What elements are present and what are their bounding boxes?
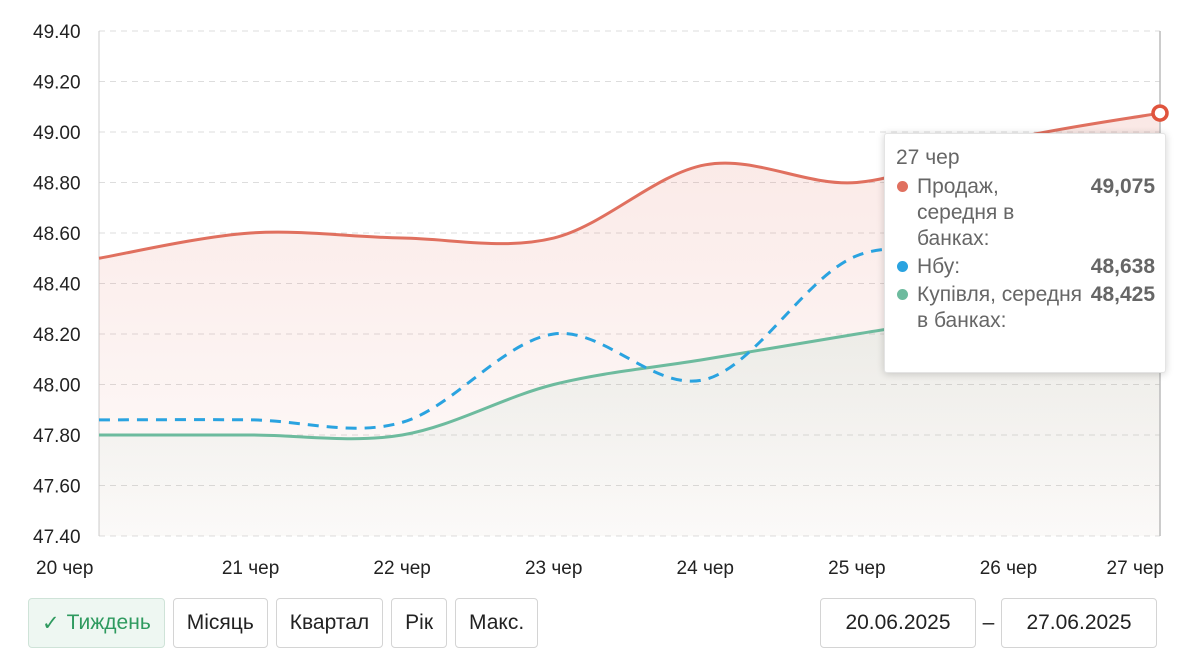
x-axis: 20 чер 21 чер 22 чер 23 чер 24 чер 25 чер 26 ч… [36,558,1164,579]
y-tick-label: 48.60 [33,224,81,245]
max-button[interactable]: Макс. [455,598,539,648]
x-tick-label: 20 чер [36,558,93,579]
y-tick-label: 49.40 [33,22,81,43]
x-tick-label: 21 чер [222,558,279,579]
check-icon: ✓ [42,611,60,635]
tooltip-row-nbu: Нбу: 48,638 [896,254,1155,280]
x-tick-label: 27 чер [1107,558,1164,579]
buy-dot-icon [897,289,908,300]
nbu-dot-icon [897,261,908,272]
quarter-button[interactable]: Квартал [275,598,384,648]
tooltip-row-label: Продаж, середня в банках: [917,175,1015,250]
sell-dot-icon [897,181,908,192]
tooltip-row-sell: Продаж, середня в банках: 49,075 [896,174,1155,252]
y-axis: 49.40 49.20 49.00 48.80 48.60 48.40 48.20 48.00… [33,22,100,548]
tooltip-row-value: 48,638 [1090,255,1155,278]
tooltip-date: 27 чер [896,146,960,169]
y-tick-label: 47.80 [33,426,81,447]
year-button[interactable]: Рік [391,598,448,648]
chart-tooltip: 27 чер Продаж, середня в банках: 49,075 … [884,133,1166,373]
y-tick-label: 49.00 [33,123,81,144]
y-tick-label: 49.20 [33,73,81,94]
tooltip-row-value: 48,425 [1090,283,1155,306]
date-to-field[interactable]: 27.06.2025 [1001,598,1157,648]
tooltip-row-buy: Купівля, середня в банках: 48,425 [896,282,1155,334]
week-button[interactable]: ✓ Тиждень [28,598,165,648]
tooltip-row-label: Купівля, середня в банках: [917,283,1083,332]
y-tick-label: 47.40 [33,527,81,548]
y-tick-label: 48.20 [33,325,81,346]
x-tick-label: 25 чер [828,558,885,579]
date-from-field[interactable]: 20.06.2025 [820,598,976,648]
date-range: 20.06.2025 – 27.06.2025 [820,598,1157,648]
week-button-label: Тиждень [66,611,151,634]
tooltip-row-label: Нбу: [917,255,961,278]
x-tick-label: 26 чер [980,558,1037,579]
date-range-separator: – [982,611,995,634]
series-line-nbu [98,221,1161,430]
y-tick-label: 48.80 [33,174,81,195]
period-selector: ✓ Тиждень Місяць Квартал Рік Макс. [28,598,539,648]
hover-point-marker [1151,104,1169,122]
x-tick-label: 23 чер [525,558,582,579]
month-button[interactable]: Місяць [172,598,268,648]
x-tick-label: 22 чер [373,558,430,579]
y-tick-label: 47.60 [33,477,81,498]
x-tick-label: 24 чер [677,558,734,579]
y-tick-label: 48.40 [33,275,81,296]
y-tick-label: 48.00 [33,376,81,397]
tooltip-row-value: 49,075 [1090,175,1155,198]
